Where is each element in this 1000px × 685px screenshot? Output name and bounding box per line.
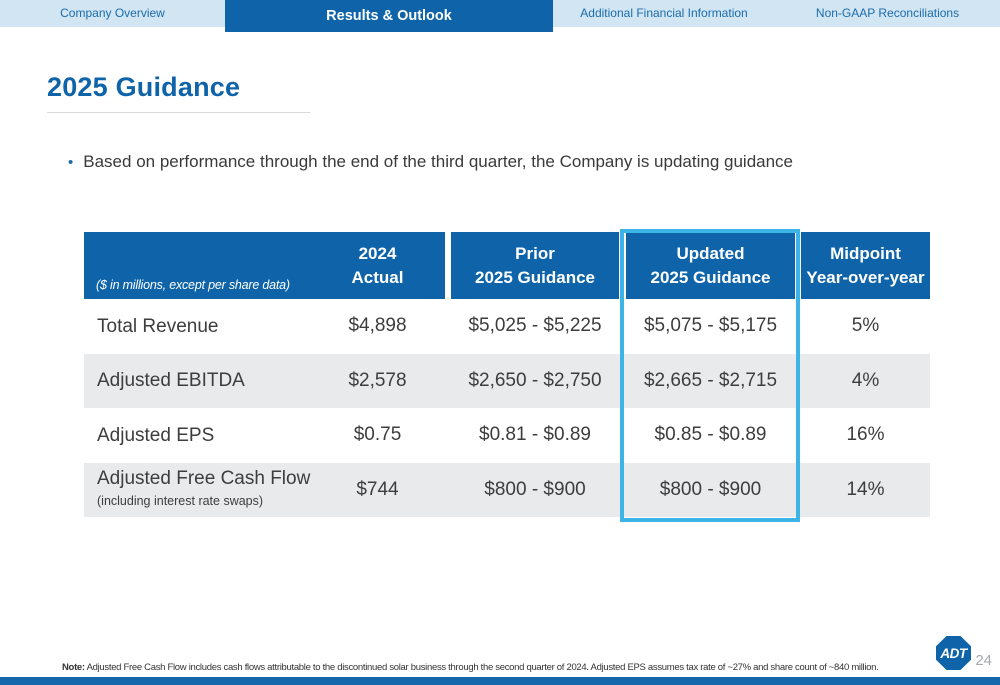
cell-2024-actual: $4,898	[348, 315, 407, 337]
title-underline	[47, 112, 310, 113]
row-label-text: Adjusted Free Cash Flow	[97, 467, 311, 489]
page-number: 24	[975, 652, 992, 669]
header-updated-line1: Updated	[676, 243, 745, 263]
cell-updated-2025: $0.85 - $0.89	[654, 424, 767, 446]
table-row-adjusted-eps: Adjusted EPS $0.75 $0.81 - $0.89 $0.85 -…	[84, 408, 930, 463]
cell-2024-actual: $0.75	[353, 424, 402, 446]
header-prior-line2: 2025 Guidance	[474, 267, 595, 287]
header-prior-line1: Prior	[515, 243, 555, 263]
tab-results-outlook[interactable]: Results & Outlook	[225, 0, 553, 32]
bullet-line: • Based on performance through the end of…	[68, 152, 793, 172]
table-caption: ($ in millions, except per share data)	[96, 278, 290, 292]
header-cell-caption-and-2024-actual: ($ in millions, except per share data) 2…	[84, 232, 445, 299]
bullet-text: Based on performance through the end of …	[83, 152, 794, 171]
page-title: 2025 Guidance	[47, 72, 241, 102]
tab-company-overview[interactable]: Company Overview	[60, 6, 165, 20]
row-label: Adjusted Free Cash Flow (including inter…	[97, 463, 312, 518]
row-label-text: Total Revenue	[97, 315, 219, 337]
footnote-label: Note:	[62, 662, 85, 673]
cell-2024-actual: $2,578	[348, 369, 407, 391]
table-row-adjusted-ebitda: Adjusted EBITDA $2,578 $2,650 - $2,750 $…	[84, 353, 930, 409]
cell-midpoint-yoy: 5%	[851, 315, 880, 337]
cell-updated-2025: $2,665 - $2,715	[643, 369, 778, 391]
tab-additional-financial-information[interactable]: Additional Financial Information	[580, 6, 748, 20]
adt-logo: ADT	[936, 636, 971, 670]
bullet-icon: •	[68, 154, 74, 171]
cell-midpoint-yoy: 4%	[851, 369, 880, 391]
cell-updated-2025: $5,075 - $5,175	[643, 315, 778, 337]
cell-midpoint-yoy: 14%	[846, 478, 885, 500]
header-midpoint-line2: Year-over-year	[806, 267, 925, 287]
cell-prior-2025: $5,025 - $5,225	[468, 315, 602, 337]
row-label: Adjusted EBITDA	[97, 354, 312, 409]
header-cell-2024-actual: 2024 Actual	[310, 232, 445, 299]
footnote: Note: Adjusted Free Cash Flow includes c…	[62, 662, 932, 673]
header-updated-line2: 2025 Guidance	[650, 267, 771, 287]
cell-midpoint-yoy: 16%	[846, 424, 885, 446]
header-2024-line2: Actual	[351, 267, 404, 287]
row-label-text: Adjusted EBITDA	[97, 370, 245, 392]
header-2024-line1: 2024	[358, 243, 397, 263]
header-midpoint-line1: Midpoint	[830, 243, 901, 263]
row-label-text: Adjusted EPS	[97, 424, 215, 446]
cell-prior-2025: $800 - $900	[484, 478, 586, 500]
cell-prior-2025: $0.81 - $0.89	[479, 424, 591, 446]
header-cell-midpoint-yoy: Midpoint Year-over-year	[801, 232, 930, 299]
header-cell-updated-2025-guidance: Updated 2025 Guidance	[626, 232, 795, 299]
row-sublabel-text: (including interest rate swaps)	[97, 493, 264, 508]
row-label: Total Revenue	[97, 299, 312, 354]
table-row-adjusted-free-cash-flow: Adjusted Free Cash Flow (including inter…	[84, 462, 930, 518]
nav-bar: Company Overview Results & Outlook Addit…	[0, 0, 1000, 32]
footnote-text: Adjusted Free Cash Flow includes cash fl…	[84, 662, 879, 673]
bottom-accent-bar	[0, 677, 1000, 685]
cell-updated-2025: $800 - $900	[659, 478, 762, 500]
tab-non-gaap-reconciliations[interactable]: Non-GAAP Reconciliations	[815, 6, 960, 20]
table-header-row: ($ in millions, except per share data) 2…	[84, 232, 930, 299]
row-label: Adjusted EPS	[97, 408, 312, 463]
table-row-total-revenue: Total Revenue $4,898 $5,025 - $5,225 $5,…	[84, 299, 930, 354]
cell-prior-2025: $2,650 - $2,750	[468, 369, 602, 391]
header-cell-prior-2025-guidance: Prior 2025 Guidance	[451, 232, 619, 299]
cell-2024-actual: $744	[356, 478, 399, 500]
guidance-table: ($ in millions, except per share data) 2…	[84, 229, 930, 522]
